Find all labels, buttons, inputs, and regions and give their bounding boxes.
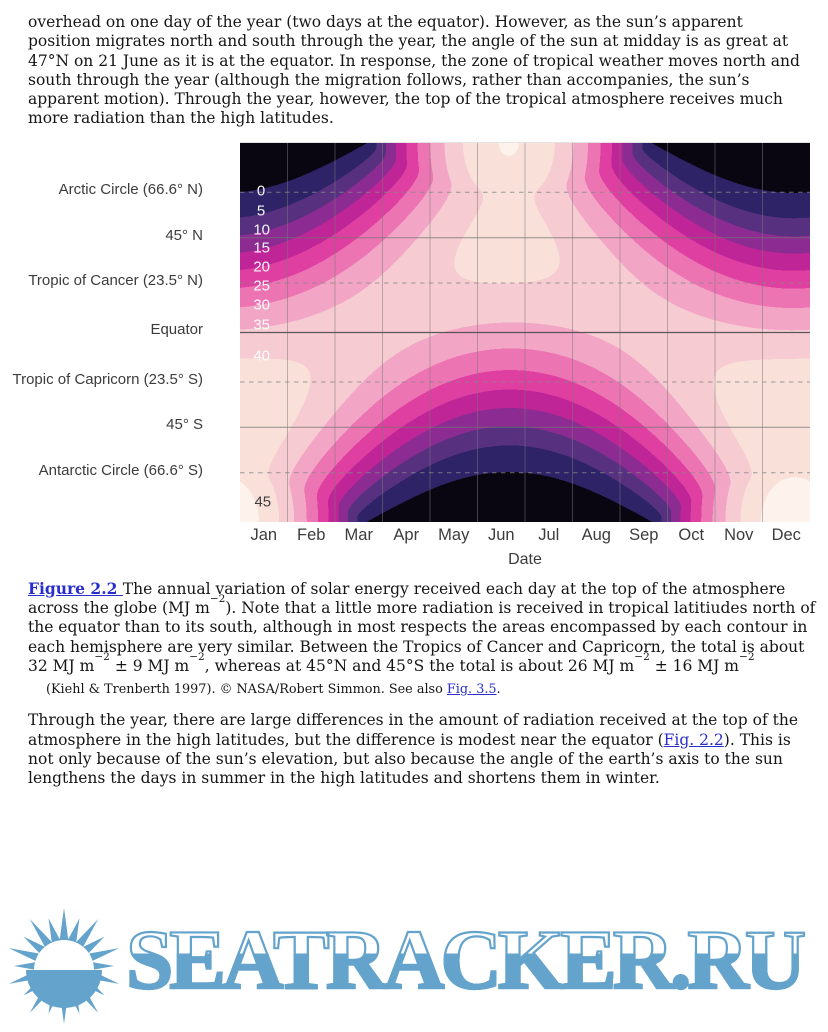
sun-lower-disc	[26, 970, 102, 1008]
figure-reference-link[interactable]: Fig. 3.5	[446, 682, 497, 698]
figure-caption: Figure 2.2 The annual variation of solar…	[28, 579, 816, 676]
x-axis-label: Nov	[724, 525, 754, 544]
text-run: The annual variation of solar energy rec…	[28, 579, 786, 618]
sun-logo-icon	[8, 908, 120, 1024]
contour-chart-area: 0 5 10 15 20 25 30 35 40 45	[240, 141, 810, 522]
figure-x-axis-labels: Jan Feb Mar Apr May Jun Jul Aug Sep Oct Nov Dec	[240, 526, 810, 545]
contour-value-labels: 0 5 10 15 20 25 30 35 40 45	[240, 143, 810, 522]
contour-label: 25	[253, 277, 270, 295]
text-run: Through the year, there are large differ…	[28, 711, 798, 749]
x-axis-title: Date	[508, 550, 542, 568]
contour-label: 10	[253, 221, 270, 239]
x-axis-label: Jan	[250, 525, 278, 544]
x-axis-label: Aug	[581, 525, 611, 544]
x-axis-label: Sep	[629, 525, 659, 544]
contour-label: 40	[253, 347, 270, 365]
x-axis-label: Jul	[538, 525, 560, 544]
x-axis-label: Dec	[771, 525, 801, 544]
superscript: −2	[209, 593, 226, 606]
text-run: ). Note that a little more radiation is …	[28, 599, 816, 675]
figure-reference-link[interactable]: Fig. 2.2	[663, 730, 724, 749]
x-axis-label: Mar	[344, 525, 373, 544]
solar-energy-contour-plot	[240, 142, 810, 522]
watermark-text: SEATRACKER.RU	[125, 913, 826, 1010]
text-run: .	[496, 682, 501, 698]
y-axis-label: Equator	[150, 321, 203, 339]
contour-label: 20	[253, 258, 270, 276]
y-axis-label: 45° N	[165, 226, 203, 244]
y-axis-label: Tropic of Cancer (23.5° N)	[28, 271, 203, 289]
y-axis-label: Tropic of Capricorn (23.5° S)	[12, 370, 203, 388]
y-axis-label: Arctic Circle (66.6° N)	[58, 181, 203, 199]
sun-dome	[34, 940, 94, 970]
text-run: ± 9 MJ m	[109, 656, 190, 675]
watermark: SEATRACKER.RU	[0, 902, 828, 1032]
superscript: −2	[739, 651, 755, 664]
text-run: ). This is not only because of the sun’s…	[28, 730, 791, 788]
contour-label: 30	[253, 296, 270, 314]
superscript: −2	[94, 651, 110, 664]
y-axis-label: 45° S	[166, 416, 203, 434]
text-run: (Kiehl & Trenberth 1997). © NASA/Robert …	[46, 682, 447, 698]
x-axis-label: Oct	[678, 525, 705, 544]
contour-label: 5	[256, 202, 266, 220]
text-run: ± 16 MJ m	[649, 656, 739, 675]
paragraph-top: overhead on one day of the year (two day…	[28, 13, 800, 128]
figure-credit: (Kiehl & Trenberth 1997). © NASA/Robert …	[46, 682, 786, 698]
superscript: −2	[634, 651, 650, 664]
y-axis-label: Antarctic Circle (66.6° S)	[38, 461, 203, 479]
superscript: −2	[189, 651, 205, 664]
contour-label: 15	[253, 239, 270, 257]
contour-label: 0	[256, 182, 266, 200]
x-axis-label: May	[438, 525, 470, 544]
x-axis-label: Feb	[297, 525, 326, 544]
contour-label: 35	[253, 316, 270, 334]
x-axis-label: Apr	[393, 525, 420, 544]
figure-2-2: Arctic Circle (66.6° N) 45° N Tropic of Ca…	[0, 141, 828, 572]
contour-label: 45	[254, 493, 272, 511]
x-axis-label: Jun	[487, 525, 515, 544]
text-run: , whereas at 45°N and 45°S the total is …	[204, 656, 635, 675]
paragraph-bottom: Through the year, there are large differ…	[28, 711, 802, 788]
figure-y-axis-labels: Arctic Circle (66.6° N) 45° N Tropic of Ca…	[0, 142, 207, 521]
figure-reference-link[interactable]: Figure 2.2	[28, 578, 123, 598]
